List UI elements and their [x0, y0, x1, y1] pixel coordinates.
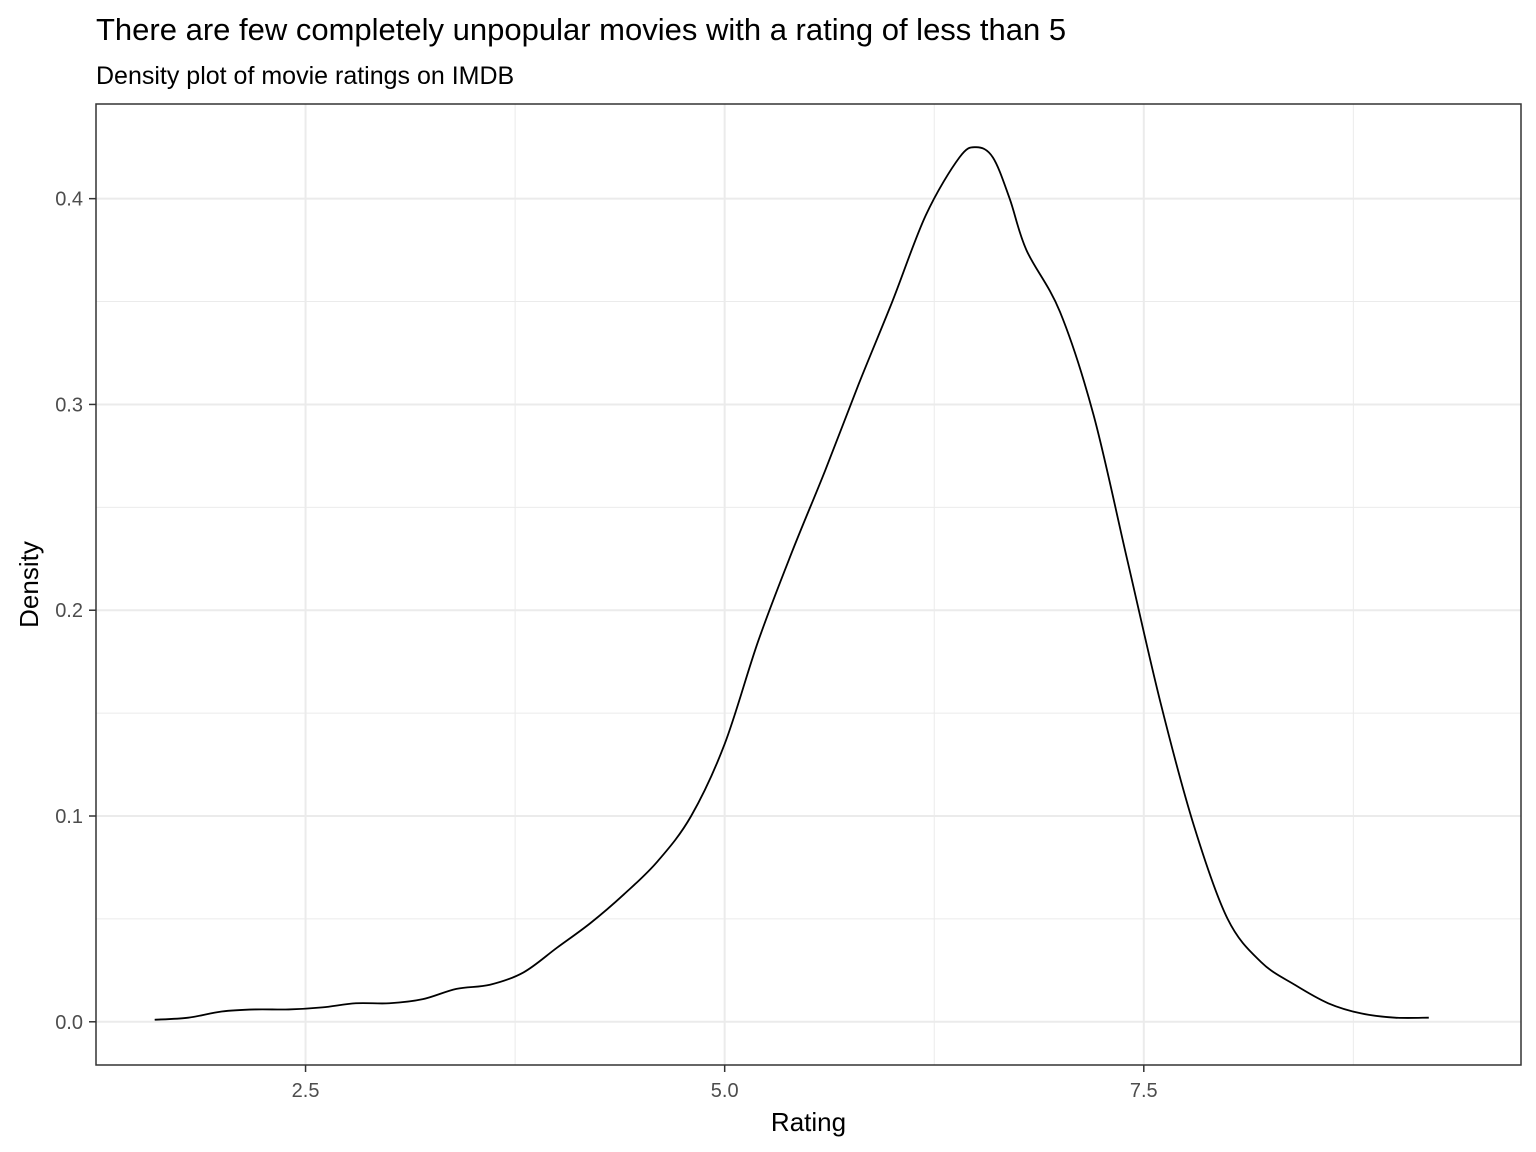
y-axis-title: Density — [14, 541, 44, 628]
x-tick-label: 7.5 — [1130, 1080, 1158, 1102]
y-tick-label: 0.0 — [55, 1012, 83, 1034]
minor-gridlines — [96, 104, 1521, 1065]
x-axis: 2.5 5.0 7.5 — [292, 1065, 1158, 1102]
chart-subtitle: Density plot of movie ratings on IMDB — [96, 62, 514, 90]
y-axis: 0.0 0.1 0.2 0.3 0.4 — [55, 189, 96, 1034]
x-tick-label: 2.5 — [292, 1080, 320, 1102]
x-tick-label: 5.0 — [711, 1080, 739, 1102]
y-tick-label: 0.1 — [55, 806, 83, 828]
chart-title: There are few completely unpopular movie… — [96, 12, 1066, 47]
y-tick-label: 0.4 — [55, 189, 83, 211]
plot-panel — [96, 104, 1521, 1065]
y-tick-label: 0.3 — [55, 394, 83, 416]
major-gridlines — [96, 104, 1521, 1065]
y-tick-label: 0.2 — [55, 600, 83, 622]
panel-border — [95, 103, 1522, 1066]
x-axis-title: Rating — [771, 1107, 846, 1137]
density-curve — [154, 146, 1429, 1021]
